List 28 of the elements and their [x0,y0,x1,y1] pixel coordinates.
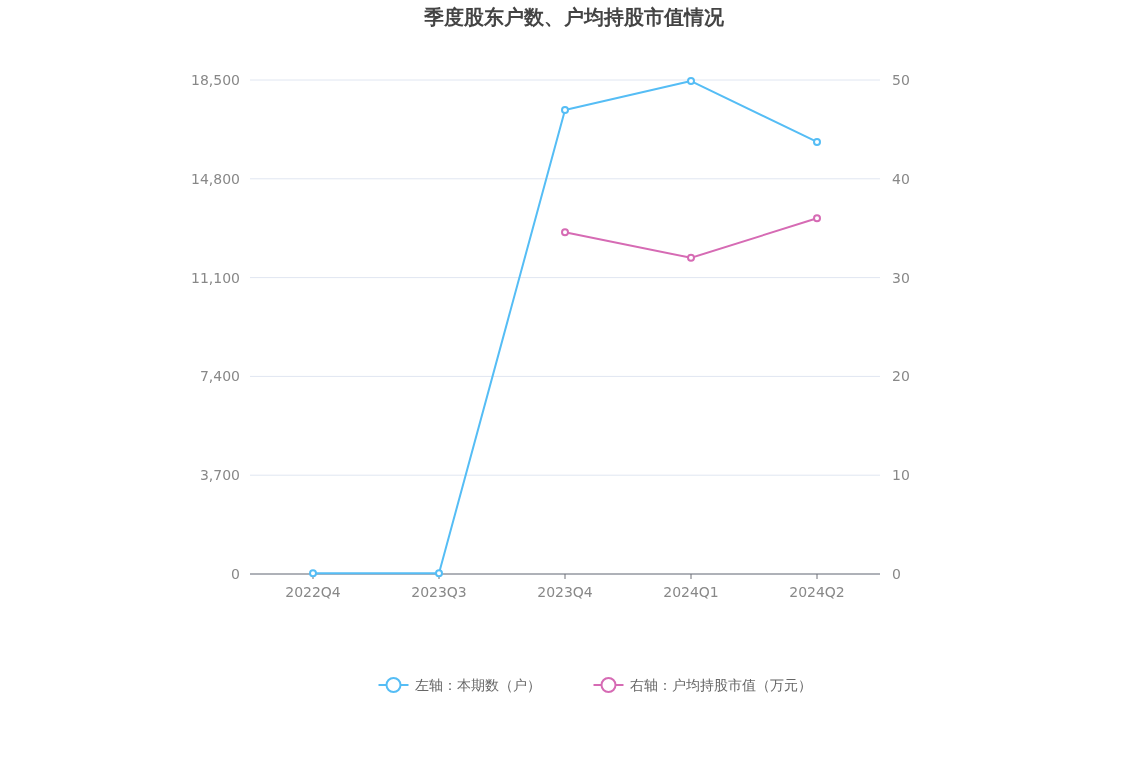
point [813,214,821,223]
point [687,253,695,262]
point [561,228,569,237]
y2-tick-label: 50 [892,71,910,88]
y-tick-label: 3,700 [199,467,240,484]
y-tick-label: 18,500 [191,71,240,88]
y2-tick-label: 20 [892,368,910,385]
point [813,137,821,146]
point [309,569,317,578]
y-tick-label: 11,100 [191,269,240,286]
y2-tick-label: 40 [892,170,910,187]
point [561,105,569,114]
point [687,77,695,86]
y2-tick-label: 10 [892,467,910,484]
legend-label: 左轴：本期数（户） [414,676,541,693]
y-tick-label: 14,800 [191,170,240,187]
x-tick-label: 2022Q4 [285,584,341,600]
x-tick-label: 2023Q4 [537,584,593,600]
y2-tick-label: 0 [892,565,901,582]
x-tick-label: 2023Q3 [411,584,467,600]
y-tick-label: 7,400 [199,368,240,385]
y2-tick-label: 30 [892,269,910,286]
chart-title: 季度股东户数、户均持股市值情况 [422,5,725,29]
y-tick-label: 0 [231,565,240,582]
legend-label: 右轴：户均持股市值（万元） [629,676,812,693]
x-tick-label: 2024Q2 [789,584,845,600]
point [435,569,443,578]
x-tick-label: 2024Q1 [663,584,719,600]
